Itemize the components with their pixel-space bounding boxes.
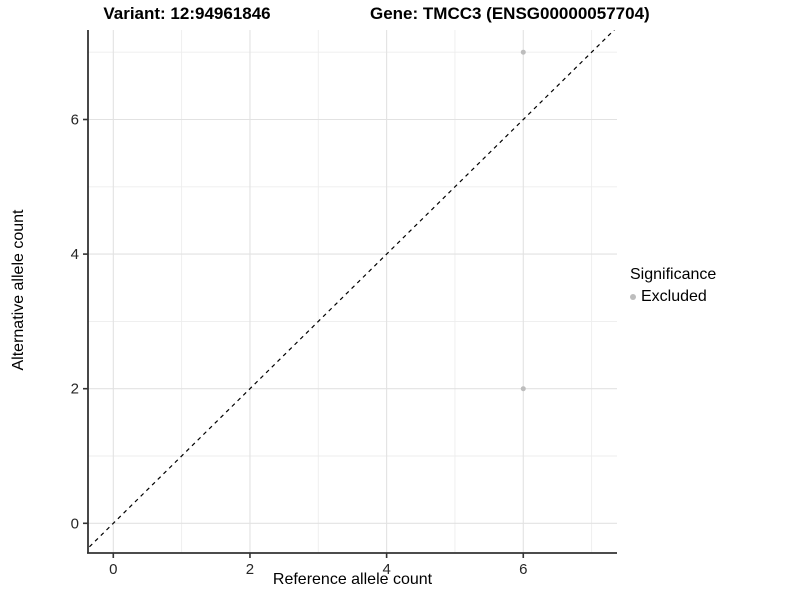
legend-point-swatch (630, 294, 636, 300)
y-tick-label: 6 (71, 112, 79, 129)
y-tick-label: 0 (71, 515, 79, 532)
x-tick-label: 0 (109, 561, 117, 578)
identity-line (88, 30, 616, 550)
variant-title: Variant: 12:94961846 (103, 4, 271, 23)
x-tick-label: 2 (246, 561, 254, 578)
x-tick-label: 6 (519, 561, 527, 578)
y-axis-title: Alternative allele count (10, 209, 27, 371)
y-tick-label: 2 (71, 381, 79, 398)
legend: Significance Excluded (630, 266, 716, 306)
x-axis-title: Reference allele count (272, 571, 433, 588)
legend-item-excluded: Excluded (630, 288, 716, 306)
y-tick-label: 4 (71, 246, 79, 263)
data-point (520, 386, 526, 392)
legend-item-label: Excluded (641, 288, 707, 305)
data-point (520, 49, 526, 55)
gene-title: Gene: TMCC3 (ENSG00000057704) (370, 4, 650, 23)
x-tick-label: 4 (382, 561, 390, 578)
legend-title: Significance (630, 266, 717, 283)
